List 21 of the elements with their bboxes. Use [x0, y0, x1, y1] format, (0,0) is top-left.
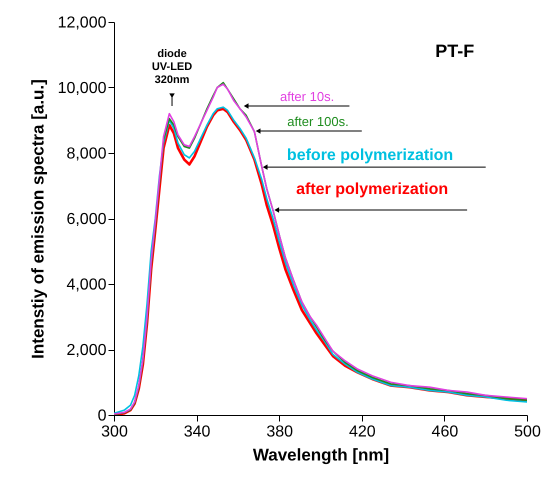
text: PT-F — [435, 40, 474, 61]
series-label: before polymerization — [286, 146, 454, 164]
y-tick-label: 2,000 — [66, 342, 107, 359]
x-tick-label: 340 — [184, 424, 211, 440]
y-axis-title: Intenstiy of emission spectra [a.u.] — [28, 79, 48, 359]
x-tick-label: 500 — [514, 424, 541, 440]
x-tick-label: 300 — [101, 424, 128, 440]
y-tick-label: 6,000 — [66, 211, 107, 228]
y-tick-label: 8,000 — [66, 146, 107, 162]
x-tick-label: 380 — [266, 424, 294, 440]
y-tick-label: 4,000 — [66, 276, 107, 294]
x-tick-label: 460 — [432, 424, 458, 440]
x-tick-label: 420 — [348, 424, 376, 440]
series-label: after polymerization — [296, 181, 448, 198]
text: after 100s. — [287, 114, 349, 129]
text: after 10s. — [280, 88, 334, 104]
y-tick-label: 10,000 — [58, 80, 107, 97]
x-axis-title: Wavelength [nm] — [252, 446, 390, 464]
y-tick-label: 12,000 — [58, 14, 107, 32]
y-tick-label: 0 — [98, 408, 107, 424]
annotation: diode UV-LED 320nm — [152, 48, 192, 86]
